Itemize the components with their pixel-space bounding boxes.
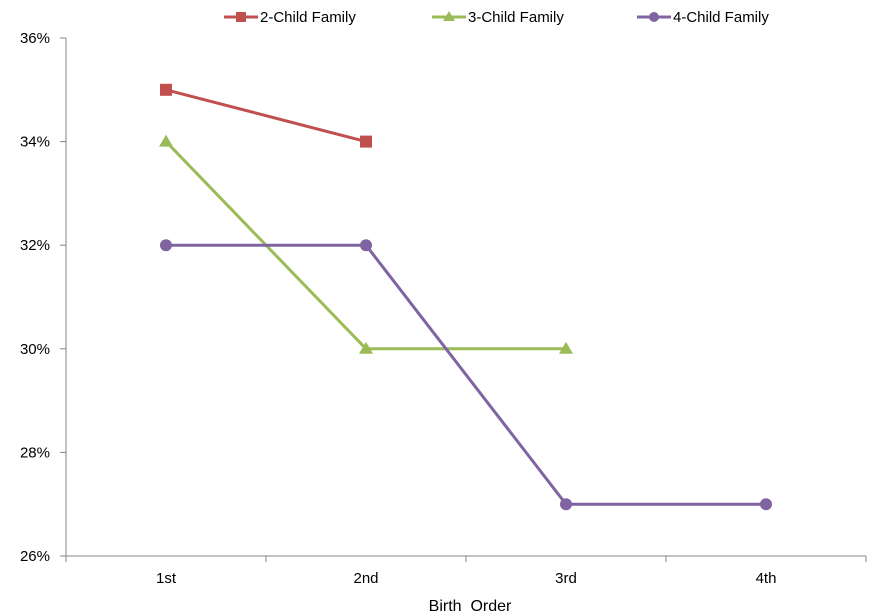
series-2-child-family xyxy=(160,83,372,148)
y-tick-label: 32% xyxy=(20,237,50,254)
plot-area xyxy=(159,83,772,511)
x-axis: 1st 2nd 3rd 4th xyxy=(65,555,867,587)
y-tick-label: 28% xyxy=(20,444,50,461)
legend-label: 3-Child Family xyxy=(468,9,564,26)
legend-marker xyxy=(649,12,659,22)
x-tick-label: 4th xyxy=(756,570,777,587)
legend-label: 4-Child Family xyxy=(673,9,769,26)
data-point xyxy=(559,341,573,354)
data-point xyxy=(160,239,172,252)
x-tick-label: 1st xyxy=(156,570,177,587)
series-line xyxy=(166,243,766,506)
data-point xyxy=(560,498,572,511)
legend-label: 2-Child Family xyxy=(260,9,356,26)
data-point xyxy=(760,498,772,511)
y-axis: 26% 28% 30% 32% 34% 36% xyxy=(20,30,67,565)
series-4-child-family xyxy=(160,239,772,511)
y-tick-label: 36% xyxy=(20,30,50,47)
data-point xyxy=(359,341,373,354)
legend-marker xyxy=(443,11,455,21)
data-point xyxy=(159,134,173,147)
x-axis-title: Birth Order xyxy=(429,598,512,615)
y-tick-label: 26% xyxy=(20,548,50,565)
legend: 2-Child Family 3-Child Family 4-Child Fami… xyxy=(224,9,769,26)
y-tick-label: 34% xyxy=(20,134,50,151)
legend-item-2-child-family: 2-Child Family xyxy=(224,9,356,26)
x-tick-label: 3rd xyxy=(555,570,577,587)
data-point xyxy=(360,239,372,252)
x-tick-label: 2nd xyxy=(353,570,378,587)
legend-item-3-child-family: 3-Child Family xyxy=(432,9,564,26)
legend-item-4-child-family: 4-Child Family xyxy=(637,9,769,26)
series-3-child-family xyxy=(159,134,573,354)
legend-marker xyxy=(236,12,246,22)
series-line xyxy=(165,88,367,144)
data-point xyxy=(160,83,172,96)
data-point xyxy=(360,135,372,148)
y-tick-label: 30% xyxy=(20,341,50,358)
